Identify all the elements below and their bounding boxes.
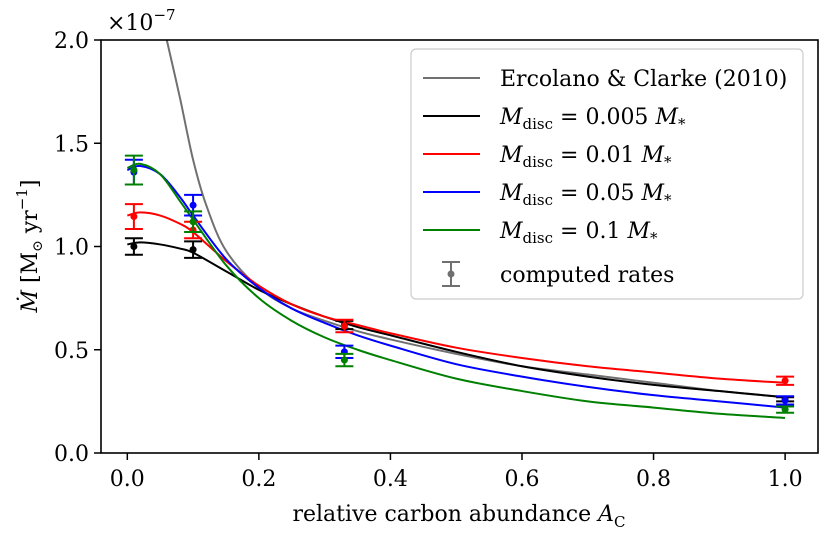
x-tick-label: 0.0 — [110, 467, 145, 492]
series-2-point-1 — [189, 201, 197, 209]
series-3-point-3 — [781, 406, 789, 414]
legend-label-series-1: Mdisc = 0.01 M* — [499, 143, 672, 171]
legend-entry-series-0: Mdisc = 0.005 M* — [423, 105, 686, 133]
series-0-point-1 — [189, 246, 197, 254]
legend: Ercolano & Clarke (2010) Mdisc = 0.005 M… — [410, 48, 804, 300]
x-axis-ticks: 0.0 0.2 0.4 0.6 0.8 1.0 — [110, 453, 803, 492]
legend-label-computed-rates: computed rates — [500, 263, 674, 288]
x-tick-label: 0.2 — [241, 467, 276, 492]
series-3-point-0 — [130, 166, 138, 174]
y-tick-label: 2.0 — [54, 29, 89, 54]
y-tick-label: 0.0 — [54, 442, 89, 467]
series-3-point-2 — [340, 356, 348, 364]
legend-entry-series-3: Mdisc = 0.1 M* — [423, 219, 658, 247]
series-2-curve-line — [126, 164, 786, 409]
x-tick-label: 0.8 — [636, 467, 671, 492]
x-tick-label: 1.0 — [768, 467, 803, 492]
y-tick-label: 0.5 — [54, 339, 89, 364]
y-axis-label: Ṁ [M⊙ yr−1] — [13, 179, 46, 313]
legend-label-reference: Ercolano & Clarke (2010) — [500, 67, 787, 92]
legend-entry-series-1: Mdisc = 0.01 M* — [423, 143, 672, 171]
series-1-point-2 — [340, 322, 348, 330]
reference-curve-line — [165, 40, 786, 399]
y-tick-label: 1.0 — [54, 236, 89, 261]
x-tick-label: 0.6 — [504, 467, 539, 492]
legend-entry-computed-rates: computed rates — [442, 261, 674, 288]
legend-entry-reference: Ercolano & Clarke (2010) — [423, 67, 787, 92]
y-axis-ticks: 0.0 0.5 1.0 1.5 2.0 — [54, 29, 101, 467]
legend-box — [410, 48, 804, 300]
series-1-point-0 — [130, 213, 138, 221]
x-axis-label: relative carbon abundance AC — [292, 502, 625, 531]
x-tick-label: 0.4 — [373, 467, 408, 492]
legend-label-series-0: Mdisc = 0.005 M* — [499, 105, 686, 133]
legend-label-series-3: Mdisc = 0.1 M* — [499, 219, 658, 247]
series-2-point-3 — [781, 396, 789, 404]
legend-marker — [447, 270, 455, 278]
plot-data-layer — [124, 40, 795, 419]
series-3-curve-line — [126, 162, 786, 419]
series-0-point-0 — [130, 243, 138, 250]
series-3-point-1 — [189, 218, 197, 226]
legend-entry-series-2: Mdisc = 0.05 M* — [423, 181, 672, 209]
legend-label-series-2: Mdisc = 0.05 M* — [499, 181, 672, 209]
y-axis-scale-factor: ×10−7 — [107, 6, 176, 36]
y-tick-label: 1.5 — [54, 132, 89, 157]
series-1-point-3 — [781, 377, 789, 385]
series-1-curve-line — [127, 211, 786, 384]
